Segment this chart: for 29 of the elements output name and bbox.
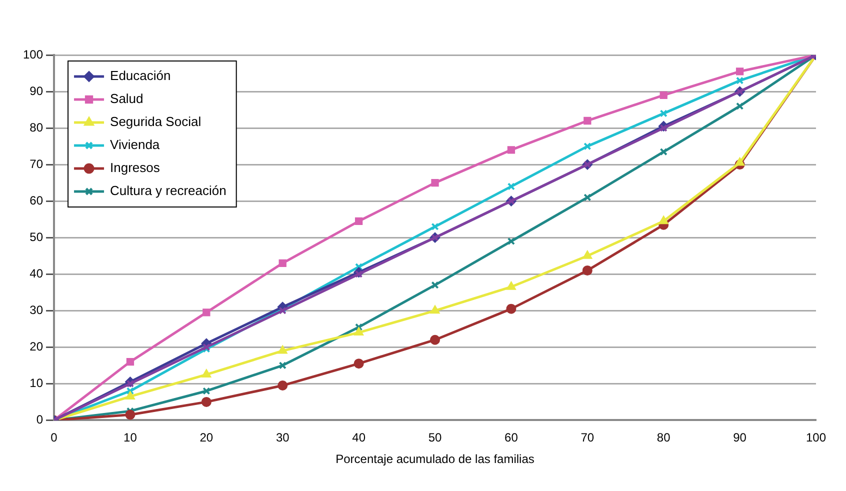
x-tick-label: 20 [200, 430, 214, 445]
y-tick-label: 100 [22, 47, 44, 62]
y-tick-label: 70 [30, 156, 44, 171]
x-tick-label: 80 [656, 430, 671, 445]
y-tick-label: 80 [30, 120, 44, 134]
legend-label: Vivienda [110, 137, 160, 152]
x-tick-label: 50 [428, 430, 442, 445]
x-tick-label: 60 [504, 430, 518, 445]
legend-label: Educación [110, 68, 171, 84]
x-tick-label: 10 [124, 430, 138, 445]
y-tick-label: 50 [30, 230, 44, 244]
x-tick-label: 70 [580, 430, 594, 445]
y-tick-label: 90 [30, 84, 44, 98]
legend-label: Ingresos [110, 160, 160, 176]
x-axis-title: Porcentaje acumulado de las familias [336, 452, 534, 466]
x-tick-label: 100 [806, 430, 826, 445]
y-tick-label: 10 [30, 376, 44, 390]
y-tick-label: 40 [30, 266, 44, 280]
x-tick-label: 40 [352, 430, 366, 445]
y-tick-label: 60 [30, 193, 44, 208]
x-tick-label: 0 [50, 430, 58, 445]
x-tick-label: 30 [276, 430, 290, 445]
legend-label: Salud [110, 91, 144, 106]
y-tick-label: 0 [36, 412, 44, 427]
legend-label: Cultura y recreación [110, 183, 226, 198]
x-tick-label: 90 [733, 430, 747, 445]
y-tick-label: 20 [30, 339, 44, 354]
legend-label: Segurida Social [110, 114, 202, 130]
y-tick-label: 30 [30, 302, 44, 317]
